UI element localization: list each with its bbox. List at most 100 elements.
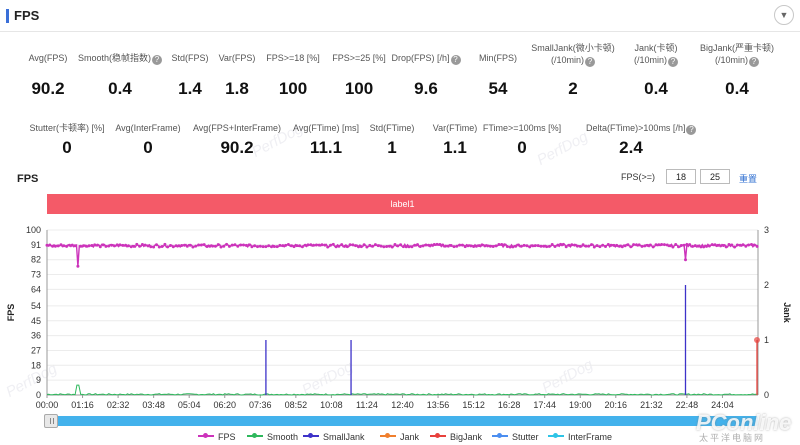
fps-point	[93, 243, 97, 247]
fps-point	[477, 244, 481, 248]
fps-point	[281, 244, 285, 248]
fps-point	[693, 244, 697, 248]
y2-axis-title: Jank	[782, 302, 792, 324]
fps-point	[286, 243, 290, 246]
threshold-input-min[interactable]	[666, 169, 696, 184]
metric: Avg(FTime) [ms] 11.1	[281, 112, 371, 172]
metric: Var(FTime) 1.1	[410, 112, 500, 172]
fps-point	[68, 243, 71, 247]
y-tick-label: 73	[31, 270, 41, 280]
fps-point	[430, 243, 433, 247]
fps-point	[559, 242, 563, 246]
fps-point	[438, 243, 442, 246]
reset-link[interactable]: 重置	[739, 174, 758, 184]
bigjank-point	[754, 337, 760, 343]
help-icon[interactable]: ?	[585, 57, 595, 67]
legend-swatch-icon	[198, 433, 214, 438]
help-icon[interactable]: ?	[450, 55, 461, 65]
legend-item[interactable]: Jank	[380, 432, 419, 442]
metric-label: Delta(FTime)>100ms [/h]?	[586, 122, 697, 135]
fps-point	[115, 243, 119, 247]
metric-label-unit: (/10min)	[633, 55, 667, 65]
metric-label-text: Avg(FTime) [ms]	[292, 123, 359, 133]
metric: Std(FTime) 1	[347, 112, 437, 172]
legend-item[interactable]: Stutter	[492, 432, 539, 442]
y-tick-label: 18	[31, 360, 41, 370]
legend-item[interactable]: SmallJank	[303, 432, 365, 442]
fps-point	[121, 243, 125, 247]
fps-point	[668, 244, 672, 248]
metric-value: 0.4	[108, 79, 132, 98]
fps-point	[250, 245, 254, 249]
fps-point	[199, 243, 203, 247]
legend-item[interactable]: Smooth	[247, 432, 298, 442]
fps-point	[545, 245, 549, 249]
metric-value: 0	[143, 138, 153, 157]
fps-point	[606, 243, 610, 246]
fps-point	[413, 243, 417, 247]
legend-label: InterFrame	[568, 432, 613, 442]
metric-value: 0.4	[725, 79, 749, 98]
fps-point	[609, 243, 613, 247]
metric-label: Avg(FPS)	[3, 52, 93, 64]
fps-point	[177, 244, 181, 248]
help-icon[interactable]: ?	[668, 57, 678, 67]
legend-label: SmallJank	[323, 432, 365, 442]
fps-point	[587, 244, 591, 248]
fps-point	[691, 244, 694, 248]
fps-point	[629, 245, 633, 249]
fps-point	[230, 243, 234, 247]
y-tick-label: 27	[31, 345, 41, 355]
fps-point	[575, 244, 579, 248]
fps-point	[365, 245, 369, 249]
fps-point	[208, 244, 212, 248]
fps-point	[750, 243, 753, 246]
fps-point	[716, 243, 720, 247]
y-tick-label: 91	[31, 240, 41, 250]
y-tick-label: 64	[31, 284, 41, 294]
fps-point	[410, 245, 414, 249]
fps-point	[648, 243, 652, 247]
fps-point	[741, 243, 745, 247]
fps-point	[719, 244, 723, 248]
fps-point	[300, 245, 304, 249]
fps-point	[573, 243, 577, 247]
legend-item[interactable]: InterFrame	[548, 432, 612, 442]
fps-point	[96, 243, 99, 247]
fps-point	[157, 245, 161, 249]
fps-point	[460, 243, 464, 247]
fps-point	[205, 245, 209, 248]
fps-point	[329, 243, 332, 247]
fps-point	[404, 245, 408, 249]
chevron-down-icon[interactable]: ▼	[774, 5, 794, 25]
metric-value: 0.4	[644, 79, 668, 98]
fps-point	[472, 245, 476, 248]
metric-value: 54	[488, 79, 508, 98]
legend-item[interactable]: BigJank	[430, 432, 482, 442]
legend-label: Stutter	[512, 432, 539, 442]
scrollbar-handle[interactable]	[44, 414, 58, 428]
y2-tick-label: 1	[764, 335, 769, 345]
fps-point	[373, 243, 377, 247]
fps-point	[101, 243, 105, 247]
fps-point	[376, 244, 380, 248]
fps-point	[500, 243, 504, 246]
fps-point	[634, 243, 638, 247]
timeline-scrollbar[interactable]	[47, 416, 758, 426]
fps-point	[682, 243, 686, 247]
help-icon[interactable]: ?	[686, 125, 697, 135]
metric-label: BigJank(严重卡顿) (/10min)?	[692, 42, 782, 67]
legend-item[interactable]: FPS	[198, 432, 236, 442]
help-icon[interactable]: ?	[749, 57, 759, 67]
fps-point	[65, 244, 69, 248]
fps-point	[416, 243, 419, 247]
threshold-input-max[interactable]	[700, 169, 730, 184]
metrics-row-1: Avg(FPS) 90.2 Smooth(稳帧指数)? 0.4 Std(FPS) 1.4 V…	[0, 42, 800, 102]
fps-point	[755, 244, 759, 248]
metric-label-text: Smooth(稳帧指数)	[77, 53, 151, 63]
fps-point	[233, 243, 237, 247]
help-icon[interactable]: ?	[152, 55, 162, 65]
label-bar[interactable]: label1	[47, 194, 758, 214]
fps-point	[651, 245, 655, 249]
metric: Stutter(卡顿率) [%] 0	[22, 112, 112, 172]
